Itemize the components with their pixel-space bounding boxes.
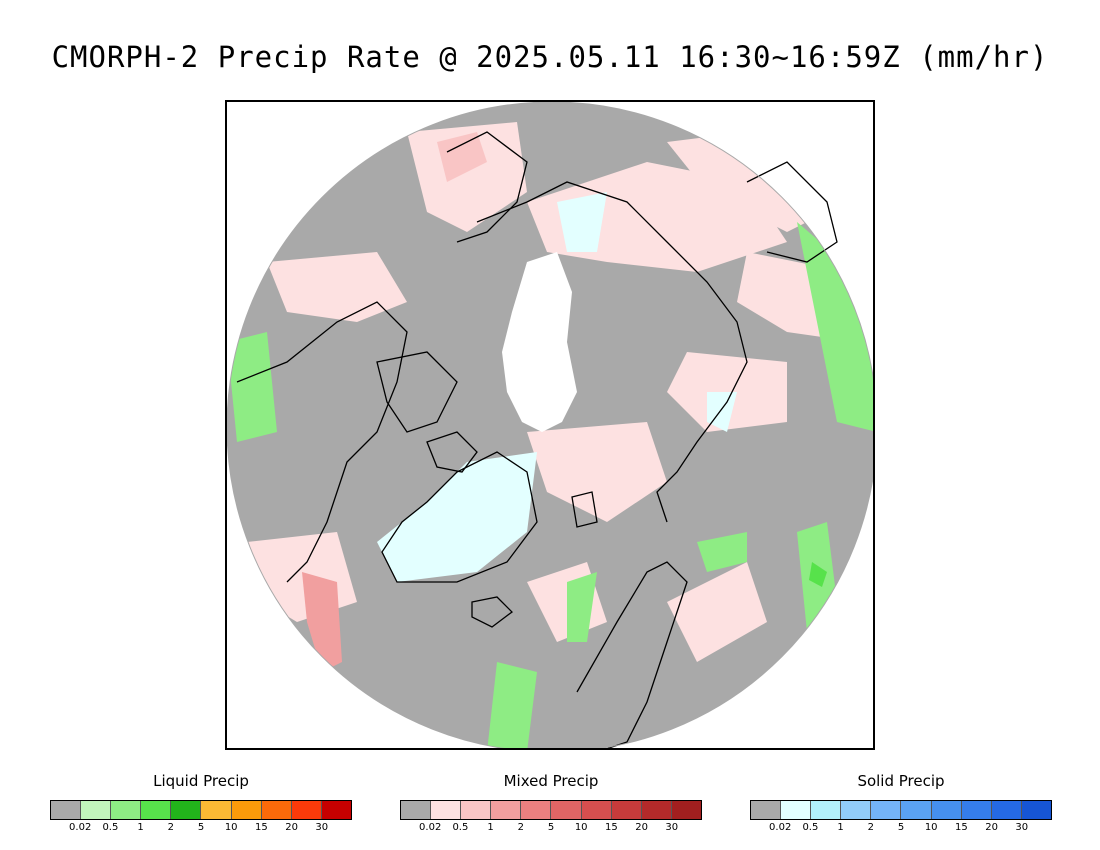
color-swatch <box>491 801 522 819</box>
tick-label: 10 <box>924 822 938 833</box>
legend-title: Mixed Precip <box>503 772 599 790</box>
coastline-russia <box>476 181 748 523</box>
tick-labels: 0.02 0.5 1 2 5 10 15 20 30 <box>400 822 702 836</box>
color-swatch <box>611 801 642 819</box>
tick-label: 15 <box>255 822 268 833</box>
color-swatch <box>901 801 932 819</box>
solid-precip-area <box>707 392 737 432</box>
map-title: CMORPH-2 Precip Rate @ 2025.05.11 16:30~… <box>51 40 1049 74</box>
color-swatch <box>961 801 992 819</box>
tick-label: 0.02 <box>69 822 92 833</box>
color-swatch <box>171 801 202 819</box>
color-swatch <box>111 801 142 819</box>
mixed-precip-area <box>667 562 767 662</box>
coastline-east-asia <box>746 161 838 263</box>
tick-label: 5 <box>897 822 905 833</box>
color-scale <box>750 800 1052 820</box>
color-swatch <box>141 801 172 819</box>
coastline-canadian-archipelago <box>376 351 458 433</box>
polar-no-data-area <box>502 252 577 432</box>
tick-label: 30 <box>1015 822 1029 833</box>
tick-label: 5 <box>547 822 555 833</box>
tick-label: 2 <box>517 822 524 833</box>
tick-label: 0.5 <box>102 822 119 833</box>
coastline-alaska <box>446 131 528 243</box>
tick-label: 2 <box>867 822 874 833</box>
color-swatch <box>811 801 842 819</box>
color-swatch <box>321 801 351 819</box>
color-swatch <box>781 801 812 819</box>
legend-title: Solid Precip <box>857 772 945 790</box>
tick-label: 1 <box>137 822 144 833</box>
mixed-precip-area <box>302 572 342 672</box>
color-swatch <box>931 801 962 819</box>
tick-labels: 0.02 0.5 1 2 5 10 15 20 30 <box>750 822 1052 836</box>
tick-labels: 0.02 0.5 1 2 5 10 15 20 30 <box>50 822 352 836</box>
coastline-svalbard <box>571 491 598 528</box>
color-swatch <box>521 801 552 819</box>
color-swatch <box>581 801 612 819</box>
solid-precip-area <box>557 192 607 252</box>
tick-label: 20 <box>635 822 648 833</box>
tick-label: 20 <box>985 822 998 833</box>
tick-label: 30 <box>665 822 679 833</box>
color-swatch <box>291 801 322 819</box>
tick-label: 1 <box>487 822 494 833</box>
color-swatch <box>261 801 292 819</box>
color-swatch <box>51 801 82 819</box>
liquid-precip-area <box>487 662 537 748</box>
tick-label: 0.5 <box>452 822 469 833</box>
tick-label: 10 <box>574 822 588 833</box>
tick-label: 2 <box>167 822 174 833</box>
tick-label: 0.02 <box>769 822 792 833</box>
legend-liquid: Liquid Precip 0.02 0.5 1 2 5 10 15 20 30 <box>50 772 352 836</box>
tick-label: 30 <box>315 822 329 833</box>
color-swatch <box>431 801 462 819</box>
solid-precip-area <box>377 452 537 582</box>
tick-label: 20 <box>285 822 298 833</box>
tick-label: 10 <box>224 822 238 833</box>
liquid-precip-area <box>809 562 827 587</box>
color-swatch <box>641 801 672 819</box>
tick-label: 0.5 <box>802 822 819 833</box>
color-scale <box>400 800 702 820</box>
tick-label: 1 <box>837 822 844 833</box>
color-swatch <box>231 801 262 819</box>
color-scale <box>50 800 352 820</box>
liquid-precip-area <box>567 572 597 642</box>
coastline-greenland <box>381 451 538 583</box>
precip-map <box>225 100 875 750</box>
tick-label: 0.02 <box>419 822 442 833</box>
coastlines <box>236 131 838 748</box>
color-swatch <box>81 801 112 819</box>
tick-label: 15 <box>955 822 968 833</box>
color-swatch <box>871 801 902 819</box>
mixed-precip-area <box>527 422 667 522</box>
color-swatch <box>1021 801 1051 819</box>
polar-map-svg <box>227 102 873 748</box>
color-swatch <box>671 801 701 819</box>
tick-label: 15 <box>605 822 618 833</box>
legend-solid: Solid Precip 0.02 0.5 1 2 5 10 15 20 30 <box>750 772 1052 836</box>
liquid-precip-area <box>697 532 747 572</box>
coastline-scandinavia <box>576 561 688 748</box>
color-swatch <box>461 801 492 819</box>
color-swatch <box>991 801 1022 819</box>
legend-title: Liquid Precip <box>153 772 249 790</box>
color-swatch <box>551 801 582 819</box>
color-swatch <box>841 801 872 819</box>
coastline-iceland <box>471 596 513 628</box>
color-swatch <box>201 801 232 819</box>
liquid-precip-area <box>227 332 277 442</box>
coastline-archipelago-islands <box>426 431 478 473</box>
mixed-precip-area <box>437 132 487 182</box>
legend-mixed: Mixed Precip 0.02 0.5 1 2 5 10 15 20 30 <box>400 772 702 836</box>
coastline-north-america <box>236 301 408 583</box>
color-swatch <box>751 801 782 819</box>
color-swatch <box>401 801 432 819</box>
tick-label: 5 <box>197 822 205 833</box>
mixed-precip-area <box>407 122 527 232</box>
